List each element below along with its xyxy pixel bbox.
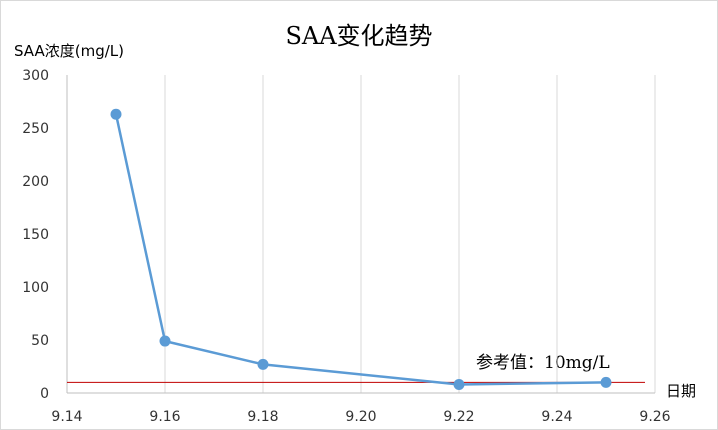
reference-line-label: 参考值：10mg/L bbox=[476, 353, 610, 373]
y-axis-label: SAA浓度(mg/L) bbox=[14, 42, 124, 60]
y-tick-label-150: 150 bbox=[22, 227, 49, 243]
x-tick-label-9.18: 9.18 bbox=[247, 409, 278, 425]
x-axis-label: 日期 bbox=[666, 382, 697, 400]
data-point-3 bbox=[453, 379, 465, 391]
tick-labels: 9.14 9.16 9.18 9.20 9.22 9.24 9.26 0 50 100 150 200… bbox=[22, 68, 670, 425]
data-point-0 bbox=[110, 108, 122, 120]
series-group bbox=[110, 108, 612, 391]
x-tick-label-9.22: 9.22 bbox=[443, 409, 474, 425]
gridlines bbox=[164, 75, 656, 393]
y-tick-label-50: 50 bbox=[31, 333, 49, 349]
data-point-1 bbox=[159, 335, 171, 347]
y-tick-label-300: 300 bbox=[22, 68, 49, 84]
y-tick-label-0: 0 bbox=[40, 386, 49, 402]
x-tick-label-9.24: 9.24 bbox=[541, 409, 572, 425]
x-tick-label-9.14: 9.14 bbox=[51, 409, 82, 425]
data-point-2 bbox=[257, 358, 269, 370]
x-tick-label-9.26: 9.26 bbox=[639, 409, 670, 425]
x-tick-label-9.20: 9.20 bbox=[345, 409, 376, 425]
y-tick-label-100: 100 bbox=[22, 280, 49, 296]
chart-title: SAA变化趋势 bbox=[285, 22, 433, 50]
x-tick-label-9.16: 9.16 bbox=[149, 409, 180, 425]
axes bbox=[66, 75, 655, 394]
y-tick-label-250: 250 bbox=[22, 121, 49, 137]
data-point-4 bbox=[600, 376, 612, 388]
y-tick-label-200: 200 bbox=[22, 174, 49, 190]
